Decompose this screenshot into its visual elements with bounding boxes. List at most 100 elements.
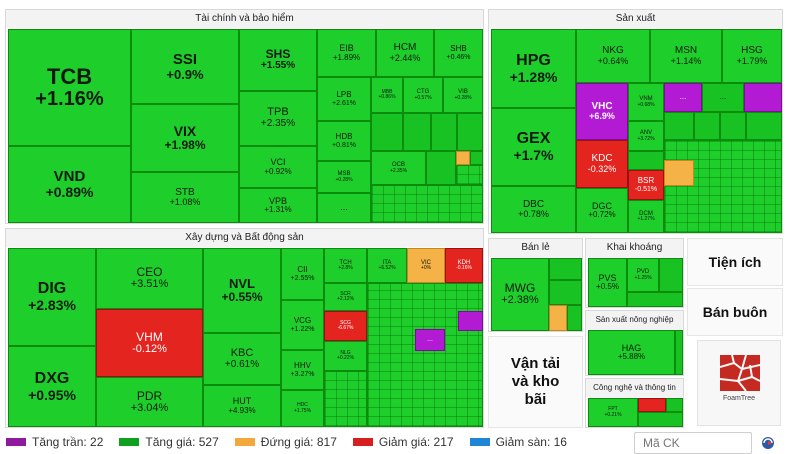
change: +1.98%	[164, 138, 206, 153]
tile-vpb[interactable]: VPB +1.31%	[239, 188, 317, 223]
tile-small-2[interactable]	[403, 113, 431, 151]
tile-dgc[interactable]: DGC +0.72%	[576, 188, 628, 233]
tile-ssi[interactable]: SSI +0.9%	[131, 29, 239, 104]
tile-dbc[interactable]: DBC +0.78%	[491, 186, 576, 233]
tile-cii[interactable]: CII +2.55%	[281, 248, 324, 300]
tile-small-p5[interactable]	[746, 112, 782, 140]
tile-small-6[interactable]	[456, 151, 470, 165]
tile-small-p1[interactable]: ...	[702, 83, 744, 112]
tile-vnd[interactable]: VND +0.89%	[8, 146, 131, 223]
tile-hhv[interactable]: HHV +3.27%	[281, 350, 324, 390]
tile-nvl[interactable]: NVL +0.55%	[203, 248, 281, 333]
tile-small-7[interactable]	[470, 151, 483, 165]
change: +6.9%	[589, 111, 615, 122]
tile-small-4[interactable]	[457, 113, 483, 151]
tile-hdb[interactable]: HDB +0.81%	[317, 121, 371, 161]
tile-ctg[interactable]: CTG +0.57%	[403, 77, 443, 113]
tile-stb[interactable]: STB +1.08%	[131, 172, 239, 223]
tile-small-3[interactable]	[431, 113, 457, 151]
tile-vhc[interactable]: VHC +6.9%	[576, 83, 628, 140]
tile-tcb[interactable]: TCB +1.16%	[8, 29, 131, 146]
tile-small-p3[interactable]	[694, 112, 720, 140]
tile-hsg[interactable]: HSG +1.79%	[722, 29, 782, 83]
tile-fpt[interactable]: FPT +0.21%	[588, 398, 638, 427]
tile-ita[interactable]: ITA +6.52%	[367, 248, 407, 283]
sector-wholesale[interactable]: Bán buôn	[687, 288, 783, 336]
tile-vib[interactable]: VIB +0.28%	[443, 77, 483, 113]
tile-dig[interactable]: DIG +2.83%	[8, 248, 96, 346]
tile-kdc[interactable]: KDC -0.32%	[576, 140, 628, 188]
tile-kdh[interactable]: KDH -0.16%	[445, 248, 483, 283]
tile-tch[interactable]: TCH +2.8%	[324, 248, 367, 283]
tile-small-r3[interactable]	[549, 305, 567, 331]
tile-small-t1[interactable]	[638, 398, 666, 412]
tile-eib[interactable]: EIB +1.89%	[317, 29, 376, 77]
ticker: HSG	[741, 45, 763, 57]
tile-hag[interactable]: HAG +5.88%	[588, 330, 675, 375]
tile-small-p6[interactable]	[628, 151, 664, 170]
tile-pvs[interactable]: PVS +0.5%	[588, 258, 627, 307]
tile-purple-c4[interactable]	[458, 311, 483, 331]
tile-nlg[interactable]: NLG +0.22%	[324, 341, 367, 371]
change: -0.51%	[634, 185, 658, 193]
tile-more-finance[interactable]: ...	[317, 193, 371, 223]
tile-small-m1[interactable]	[659, 258, 683, 292]
tile-scr[interactable]: SCR +2.12%	[324, 283, 367, 311]
tile-vci[interactable]: VCI +0.92%	[239, 146, 317, 188]
tile-vcg[interactable]: VCG +1.22%	[281, 300, 324, 350]
tile-dcm[interactable]: DCM +1.27%	[628, 200, 664, 233]
tile-msn[interactable]: MSN +1.14%	[650, 29, 722, 83]
change: +0.72%	[588, 210, 616, 220]
tile-mbb[interactable]: MBB +0.86%	[371, 77, 403, 113]
tile-small-5[interactable]	[426, 151, 456, 185]
change: +1.75%	[293, 407, 312, 414]
sector-transport[interactable]: Vận tải và kho bãi	[488, 336, 583, 428]
tile-lpb[interactable]: LPB +2.61%	[317, 77, 371, 121]
legend-item-down: Giảm giá: 217	[352, 435, 454, 449]
refresh-icon[interactable]	[758, 436, 778, 450]
tile-ceo[interactable]: CEO +3.51%	[96, 248, 203, 309]
tile-small-p4[interactable]	[720, 112, 746, 140]
tile-purple-c3[interactable]: ...	[415, 329, 445, 351]
change: +3.27%	[290, 370, 315, 378]
tile-tpb[interactable]: TPB +2.35%	[239, 91, 317, 146]
tile-hdc[interactable]: HDC +1.75%	[281, 390, 324, 427]
tile-pdr[interactable]: PDR +3.04%	[96, 377, 203, 427]
tile-vnm[interactable]: VNM +0.68%	[628, 83, 664, 121]
tile-gex[interactable]: GEX +1.7%	[491, 108, 576, 186]
tile-kbc[interactable]: KBC +0.61%	[203, 333, 281, 385]
tile-small-r2[interactable]	[549, 280, 582, 305]
tile-ocb[interactable]: OCB +2.35%	[371, 151, 426, 185]
tile-small-p2[interactable]	[664, 112, 694, 140]
tile-vix[interactable]: VIX +1.98%	[131, 104, 239, 172]
tile-small-t2[interactable]	[666, 398, 683, 412]
tile-vic[interactable]: VIC +0%	[407, 248, 445, 283]
tile-purple-3[interactable]	[744, 83, 782, 112]
tile-scg[interactable]: SCG -6.67%	[324, 311, 367, 341]
tile-small-p8[interactable]	[664, 160, 694, 186]
tile-dxg[interactable]: DXG +0.95%	[8, 346, 96, 427]
tile-nkg[interactable]: NKG +0.64%	[576, 29, 650, 83]
stock-search-input[interactable]	[634, 432, 752, 454]
ticker: VNM	[639, 96, 653, 103]
tile-hut[interactable]: HUT +4.93%	[203, 385, 281, 427]
tile-anv[interactable]: ANV +3.72%	[628, 121, 664, 151]
tile-mwg[interactable]: MWG +2.38%	[491, 258, 549, 331]
sector-utilities[interactable]: Tiện ích	[687, 238, 783, 286]
tile-msb[interactable]: MSB +0.28%	[317, 161, 371, 193]
tile-small-a1[interactable]	[675, 330, 683, 375]
tile-shs[interactable]: SHS +1.55%	[239, 29, 317, 91]
tile-small-t3[interactable]	[638, 412, 683, 427]
tile-vhm[interactable]: VHM -0.12%	[96, 309, 203, 377]
tile-hpg[interactable]: HPG +1.28%	[491, 29, 576, 108]
tile-small-1[interactable]	[371, 113, 403, 151]
foamtree-logo[interactable]: FoamTree	[697, 340, 781, 426]
tile-small-r4[interactable]	[567, 305, 582, 331]
tile-pvd[interactable]: PVD +1.25%	[627, 258, 659, 292]
tile-bsr[interactable]: BSR -0.51%	[628, 170, 664, 200]
tile-small-r1[interactable]	[549, 258, 582, 280]
tile-hcm[interactable]: HCM +2.44%	[376, 29, 434, 77]
tile-purple-2[interactable]: ...	[664, 83, 702, 112]
tile-shb[interactable]: SHB +0.46%	[434, 29, 483, 77]
tile-small-m2[interactable]	[627, 292, 683, 307]
